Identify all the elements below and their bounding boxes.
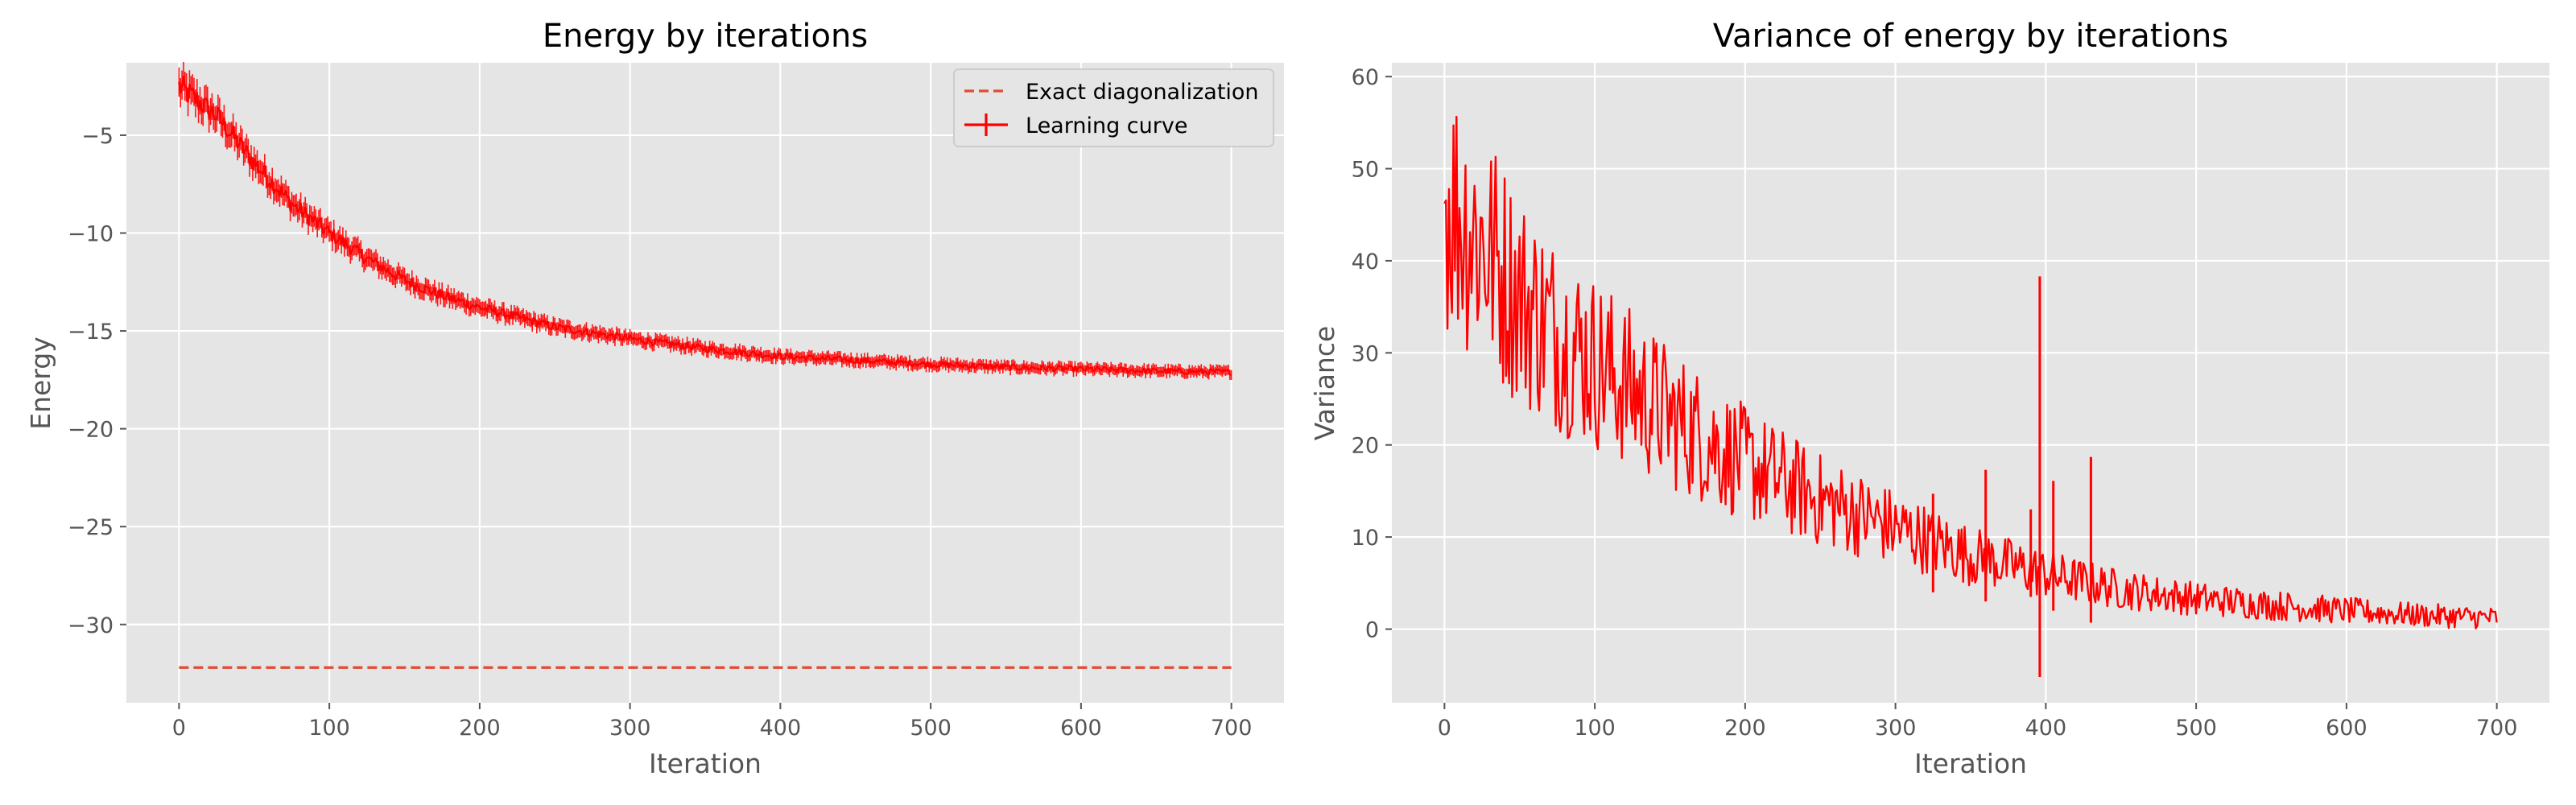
series-line-variance — [1443, 115, 2498, 630]
variance-x-tick-label: 600 — [2326, 716, 2368, 741]
variance-y-tick-label: 60 — [1352, 65, 1379, 90]
energy-x-tick-label: 600 — [1060, 716, 1102, 741]
variance-x-tick-label: 200 — [1724, 716, 1766, 741]
variance-x-tick-label: 100 — [1574, 716, 1616, 741]
energy-x-ticks: 0 100 200 300 400 500 600 700 — [172, 703, 1253, 741]
variance-x-tick-label: 300 — [1875, 716, 1917, 741]
energy-y-axis-label: Energy — [25, 336, 56, 430]
series-line-learning-curve — [178, 75, 1232, 376]
variance-y-tick-label: 20 — [1352, 434, 1379, 459]
energy-y-tick-label: −15 — [68, 320, 114, 345]
energy-y-tick-label: −10 — [68, 222, 114, 247]
variance-y-axis-label: Variance — [1309, 326, 1340, 441]
variance-series — [1443, 115, 2498, 677]
variance-y-tick-label: 10 — [1352, 526, 1379, 551]
energy-x-tick-label: 500 — [910, 716, 952, 741]
energy-x-tick-label: 400 — [760, 716, 802, 741]
energy-series — [178, 62, 1232, 669]
energy-x-tick-label: 100 — [308, 716, 350, 741]
variance-x-axis-label: Iteration — [1914, 748, 2027, 779]
variance-chart-title: Variance of energy by iterations — [1713, 18, 2228, 55]
energy-x-axis-label: Iteration — [649, 748, 762, 779]
variance-grid — [1392, 63, 2549, 703]
energy-legend: Exact diagonalization Learning curve — [953, 68, 1274, 147]
energy-y-ticks: −30 −25 −20 −15 −10 −5 — [68, 124, 126, 638]
energy-x-tick-label: 0 — [172, 716, 186, 741]
energy-chart-title: Energy by iterations — [543, 18, 868, 55]
energy-x-tick-label: 200 — [459, 716, 501, 741]
variance-y-ticks: 0 10 20 30 40 50 60 — [1352, 65, 1392, 642]
variance-x-tick-label: 700 — [2476, 716, 2518, 741]
energy-y-tick-label: −30 — [68, 613, 114, 638]
variance-x-tick-label: 500 — [2175, 716, 2217, 741]
variance-y-tick-label: 40 — [1352, 250, 1379, 275]
variance-y-tick-label: 30 — [1352, 341, 1379, 366]
legend-frame — [953, 68, 1274, 147]
variance-y-tick-label: 0 — [1365, 617, 1379, 642]
variance-x-ticks: 0 100 200 300 400 500 600 700 — [1438, 703, 2518, 741]
variance-y-tick-label: 50 — [1352, 158, 1379, 183]
energy-plot-area — [126, 63, 1284, 703]
energy-x-tick-label: 300 — [609, 716, 651, 741]
energy-y-tick-label: −20 — [68, 418, 114, 443]
variance-x-tick-label: 400 — [2025, 716, 2067, 741]
energy-y-tick-label: −25 — [68, 515, 114, 540]
legend-label-exact-diagonalization: Exact diagonalization — [1026, 80, 1259, 105]
energy-x-tick-label: 700 — [1211, 716, 1253, 741]
energy-chart: 0 100 200 300 400 500 600 700 −30 −25 −20 −15 −10 −5… — [25, 18, 1284, 779]
legend-label-learning-curve: Learning curve — [1026, 114, 1187, 138]
variance-x-tick-label: 0 — [1438, 716, 1451, 741]
energy-y-tick-label: −5 — [81, 124, 114, 149]
variance-chart: 0 100 200 300 400 500 600 700 0 10 20 30 40 50 60 Var… — [1309, 18, 2549, 779]
